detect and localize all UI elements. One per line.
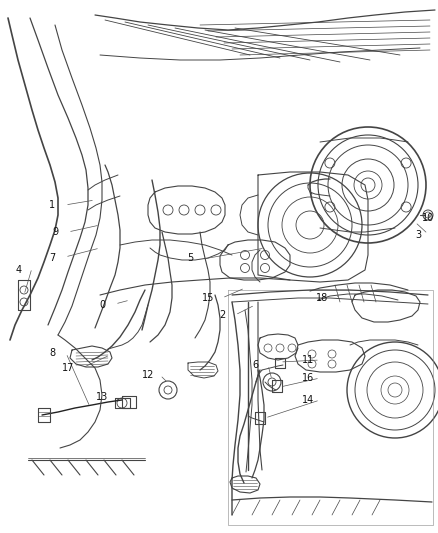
Text: 18: 18 — [316, 293, 328, 303]
Text: 16: 16 — [302, 373, 314, 383]
Text: 14: 14 — [302, 395, 314, 405]
Text: 15: 15 — [202, 293, 214, 303]
Text: 7: 7 — [49, 253, 55, 263]
Text: 17: 17 — [62, 363, 74, 373]
Text: 11: 11 — [302, 355, 314, 365]
Text: 6: 6 — [252, 360, 258, 370]
Text: 9: 9 — [52, 227, 58, 237]
Text: 2: 2 — [219, 310, 225, 320]
Text: 13: 13 — [96, 392, 108, 402]
Text: 1: 1 — [49, 200, 55, 210]
Text: 12: 12 — [142, 370, 154, 380]
Text: 4: 4 — [16, 265, 22, 275]
Text: 10: 10 — [422, 213, 434, 223]
Text: 5: 5 — [187, 253, 193, 263]
Text: 8: 8 — [49, 348, 55, 358]
Text: 3: 3 — [415, 230, 421, 240]
Text: 0: 0 — [99, 300, 105, 310]
